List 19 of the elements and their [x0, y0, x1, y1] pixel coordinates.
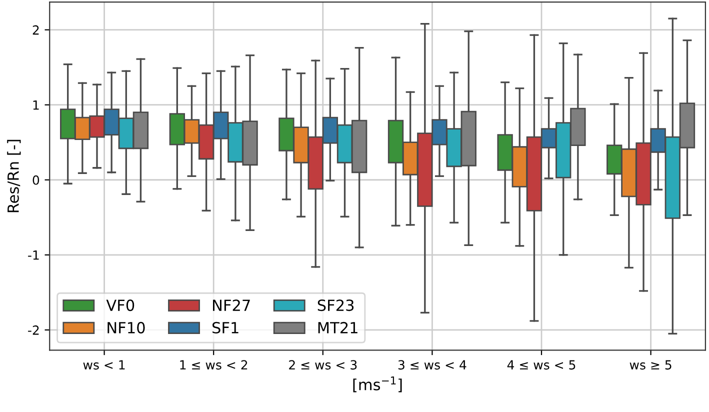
y-axis-title: Res/Rn [-]: [7, 140, 21, 212]
y-tick-label: -1: [28, 250, 39, 260]
x-tick-label: ws ≥ 5: [630, 360, 672, 370]
x-tick-label: 4 ≤ ws < 5: [507, 360, 576, 370]
legend-label: NF27: [213, 300, 250, 311]
legend-label: SF23: [318, 300, 354, 312]
y-tick-label: 0: [32, 175, 40, 185]
legend-label: MT21: [318, 322, 358, 334]
legend-label: SF1: [212, 322, 238, 334]
y-tick-label: -2: [28, 325, 39, 335]
y-tick-label: 2: [32, 25, 39, 35]
y-tick-label: 1: [33, 100, 39, 110]
x-tick-label: 1 ≤ ws < 2: [180, 360, 248, 370]
legend-label: VF0: [106, 300, 134, 312]
x-tick-label: 2 ≤ ws < 3: [289, 360, 357, 370]
x-axis-title: [ms$^{−1}$]: [353, 376, 402, 392]
x-tick-label: ws < 1: [83, 360, 125, 370]
legend-label: NF10: [108, 322, 145, 334]
x-tick-label: 3 ≤ ws < 4: [398, 360, 466, 370]
